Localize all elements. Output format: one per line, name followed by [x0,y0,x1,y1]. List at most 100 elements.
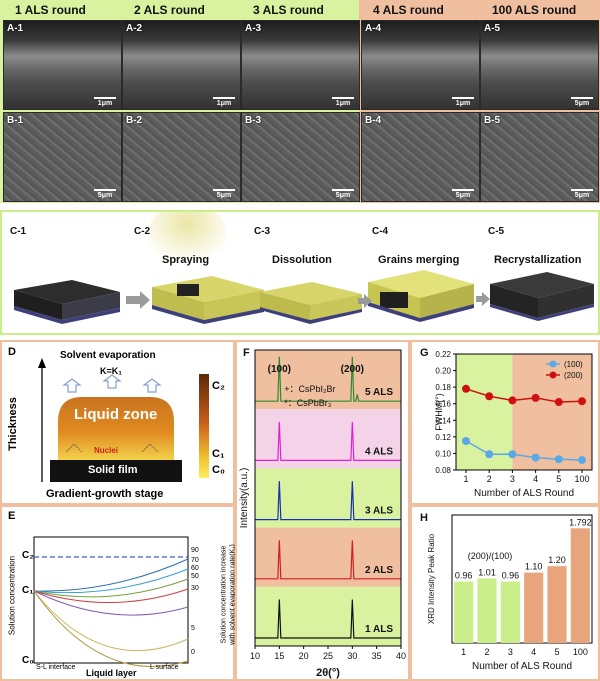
peak-label-200: (200) [341,364,364,375]
panel-label-b3: B-3 [245,115,262,126]
solid-film-label: Solid film [88,464,138,476]
series-band-2 [255,468,401,528]
c1-label: C₁ [212,448,225,460]
plot-frame [455,353,593,471]
bar-5 [570,528,590,643]
series-label-0: 5 ALS [365,387,393,398]
series-line-2 [255,481,401,521]
panel-label-a2: A-2 [126,23,143,34]
x-tick-label-3: 4 [531,647,536,657]
x-tick-label-0: 1 [463,474,468,484]
y-axis-label: Intensity(a.u.) [239,468,250,529]
x-axis-label: Number of ALS Round [472,661,572,672]
scale-bar-a1: 1μm [94,97,116,107]
step-title-1: Spraying [162,254,210,266]
x-tick-label-3: 25 [323,651,333,661]
step-label-c5: C-5 [488,226,505,237]
c0-label: C₀ [212,464,225,476]
bar-value-5: 1.792 [569,517,592,527]
y-tick-label-4: 0.16 [435,400,451,409]
series-band-4 [255,586,401,646]
surface-sem-1: B-1 5μm [3,112,122,202]
nuclei-label: Nuclei [94,446,119,455]
stage-label: Gradient-growth stage [46,488,164,500]
block-c1 [14,280,120,324]
bar-4 [547,566,567,643]
cross-section-sem-1: A-1 1μm [3,20,122,110]
surface-sem-3: B-3 5μm [241,112,360,202]
x-tick-label-4: 30 [347,651,357,661]
x-tick-label-3: 4 [533,474,538,484]
bar-value-3: 1.10 [525,562,543,572]
scale-bar-b4: 5μm [452,189,474,199]
peak-label-100: (100) [268,364,291,375]
series-line-4 [255,599,401,639]
x-tick-label-1: 2 [484,647,489,657]
y-tick-label-7: 0.22 [435,350,451,359]
panel-label-a4: A-4 [365,23,382,34]
surface-sem-2: B-2 5μm [122,112,241,202]
plot-frame [451,514,593,644]
scale-bar-b5: 5μm [571,189,593,199]
cross-section-sem-2: A-2 1μm [122,20,241,110]
x-tick-label-4: 5 [556,474,561,484]
step-label-c3: C-3 [254,226,271,237]
curve-label-6: 0 [191,649,195,656]
series-band-3 [255,527,401,587]
series-label-2: 3 ALS [365,506,393,517]
arrow-2 [358,294,372,308]
bar-1 [477,578,497,643]
c2-label: C₂ [212,380,225,392]
round-header-5: 100 ALS round [492,3,577,17]
panel-c: C-1 C-2 C-3 C-4 C-5 Spraying Dissolution Grains… [0,210,600,335]
curve-label-5: 5 [191,625,195,632]
step-title-4: Recrystallization [494,254,582,266]
k-label: K=K₁ [100,366,122,376]
solvent-evaporation-title: Solvent evaporation [60,350,156,361]
panel-label-h: H [420,512,428,524]
legend-label-0: (100) [564,360,583,369]
x-tick-label-5: 100 [574,474,589,484]
step-title-2: Dissolution [272,254,332,266]
y-axis-label: XRD Intensity Peak Ratio [427,533,436,624]
round-header-4: 4 ALS round [373,3,444,17]
panel-label-a5: A-5 [484,23,501,34]
bar-3 [524,572,544,643]
x-tick-label-0: 10 [250,651,260,661]
point-1-1 [485,392,494,401]
point-0-2 [508,450,517,459]
scale-bar-b3: 5μm [332,189,354,199]
spray-cloud [147,212,227,272]
panel-f: F 5 ALS 4 ALS 3 ALS 2 ALS 1 ALS (100) (200) +：Cs… [235,340,410,681]
series-line-0 [255,356,401,402]
bg-green [456,354,513,470]
panel-label-a3: A-3 [245,23,262,34]
bar-value-4: 1.20 [548,555,566,565]
panel-e: E Solution concentration Solution concen… [0,505,237,681]
panel-label-g: G [420,347,429,359]
y-axis-label: FWHM(°) [434,393,444,431]
block-c2 [152,276,264,324]
series-label-1: 4 ALS [365,446,393,457]
point-1-2 [508,396,517,405]
x-tick-label-1: 15 [274,651,284,661]
panel-d-diagram [38,358,209,482]
curve-label-0: 90 [191,547,199,554]
series-label-3: 2 ALS [365,565,393,576]
block-c5 [490,272,594,321]
series-line-1 [255,421,401,461]
scale-bar-b1: 5μm [94,189,116,199]
scale-bar-b2: 5μm [213,189,235,199]
point-1-0 [462,384,470,393]
arrow-1 [126,291,150,309]
series-label-4: 1 ALS [365,624,393,635]
step-label-c1: C-1 [10,226,27,237]
cross-section-sem-4: A-4 1μm [361,20,480,110]
e-x-label: Liquid layer [86,668,137,678]
surface-sem-5: B-5 5μm [480,112,599,202]
panel-label-b2: B-2 [126,115,143,126]
round-header-1: 1 ALS round [15,3,86,17]
x-axis-label: 2θ(°) [316,667,340,679]
point-0-0 [462,437,470,445]
point-1-4 [554,398,563,407]
